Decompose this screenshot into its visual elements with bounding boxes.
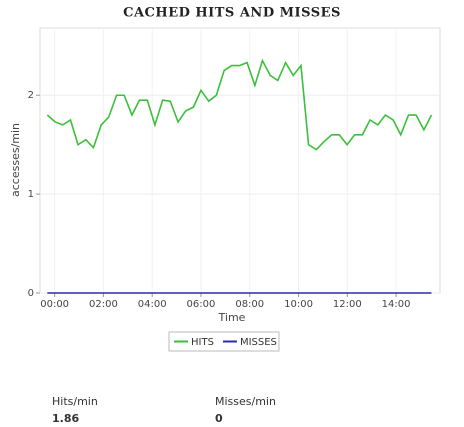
y-axis-label: accesses/min (9, 123, 22, 197)
y-tick-label: 2 (28, 90, 34, 101)
x-tick-label: 12:00 (333, 299, 362, 310)
x-tick-label: 14:00 (382, 299, 411, 310)
chart: CACHED HITS AND MISSES Time accesses/min… (9, 6, 441, 352)
legend-label: MISSES (240, 337, 277, 348)
plot-border (39, 27, 441, 294)
x-tick-label: 00:00 (40, 299, 69, 310)
y-tick-label: 0 (28, 288, 34, 299)
legend-label: HITS (191, 337, 214, 348)
stat-value: 0 (215, 412, 223, 425)
chart-title: CACHED HITS AND MISSES (123, 6, 341, 21)
stat-label: Misses/min (215, 395, 276, 408)
x-tick-label: 10:00 (284, 299, 313, 310)
x-tick-label: 08:00 (235, 299, 264, 310)
x-axis-label: Time (218, 311, 246, 324)
x-tick-label: 06:00 (187, 299, 216, 310)
stat-value: 1.86 (52, 412, 80, 425)
series-line (46, 58, 433, 151)
y-tick-label: 1 (28, 189, 34, 200)
x-tick-label: 04:00 (138, 299, 167, 310)
x-tick-label: 02:00 (89, 299, 118, 310)
stat-label: Hits/min (52, 395, 98, 408)
